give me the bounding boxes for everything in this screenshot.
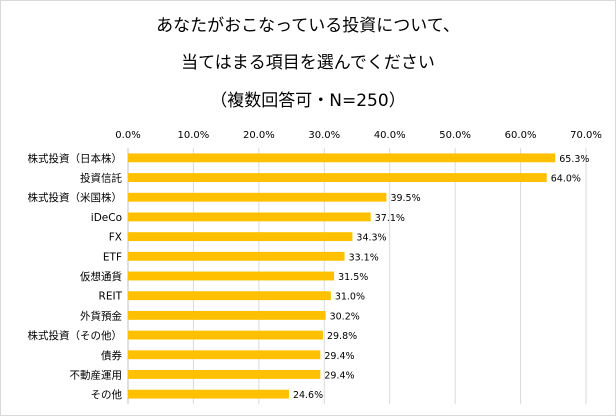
- bar: [128, 192, 387, 202]
- category-label: ETF: [103, 251, 122, 263]
- category-label: 債券: [101, 349, 122, 362]
- bar: [128, 291, 331, 301]
- x-tick-label: 60.0%: [505, 130, 537, 141]
- category-label: FX: [109, 232, 122, 244]
- chart-title-line-3: （複数回答可・N=250）: [210, 91, 406, 111]
- x-tick-label: 20.0%: [243, 130, 275, 141]
- chart-title-line-2: 当てはまる項目を選んでください: [181, 53, 435, 73]
- category-label: 株式投資（米国株）: [28, 191, 123, 204]
- data-label: 29.4%: [324, 370, 354, 381]
- category-label: REIT: [99, 291, 123, 303]
- data-label: 64.0%: [551, 174, 581, 185]
- bar: [128, 251, 345, 261]
- x-tick-label: 30.0%: [308, 130, 340, 141]
- category-label: その他: [91, 388, 123, 401]
- bar: [128, 389, 289, 399]
- category-label: iDeCo: [91, 212, 122, 224]
- x-tick-label: 10.0%: [178, 130, 210, 141]
- data-label: 29.8%: [327, 331, 357, 342]
- category-label: 株式投資（日本株）: [28, 152, 123, 165]
- bar: [128, 370, 321, 379]
- x-tick-label: 40.0%: [374, 130, 406, 141]
- bar: [128, 153, 556, 163]
- category-label: 不動産運用: [70, 368, 123, 381]
- data-label: 31.0%: [335, 292, 365, 303]
- bar: [128, 271, 335, 281]
- bar: [128, 310, 326, 320]
- data-label: 31.5%: [338, 272, 368, 283]
- data-label: 30.2%: [330, 311, 360, 322]
- data-label: 34.3%: [356, 233, 386, 244]
- x-tick-label: 0.0%: [115, 130, 140, 141]
- bar: [128, 330, 323, 340]
- data-label: 29.4%: [324, 351, 354, 362]
- data-label: 24.6%: [293, 390, 323, 401]
- data-label: 37.1%: [375, 213, 405, 224]
- category-label: 仮想通貨: [80, 270, 122, 283]
- bar: [128, 232, 353, 242]
- bar: [128, 212, 371, 222]
- bar: [128, 173, 547, 182]
- chart-title-line-1: あなたがおこなっている投資について、: [156, 16, 460, 36]
- data-label: 39.5%: [390, 193, 420, 204]
- x-tick-label: 70.0%: [570, 130, 602, 141]
- bar: [128, 350, 321, 360]
- category-label: 投資信託: [80, 172, 122, 185]
- category-label: 外貨預金: [80, 309, 122, 322]
- data-label: 33.1%: [349, 252, 379, 263]
- category-label: 株式投資（その他）: [28, 329, 123, 342]
- x-tick-label: 50.0%: [439, 130, 471, 141]
- data-label: 65.3%: [559, 154, 589, 165]
